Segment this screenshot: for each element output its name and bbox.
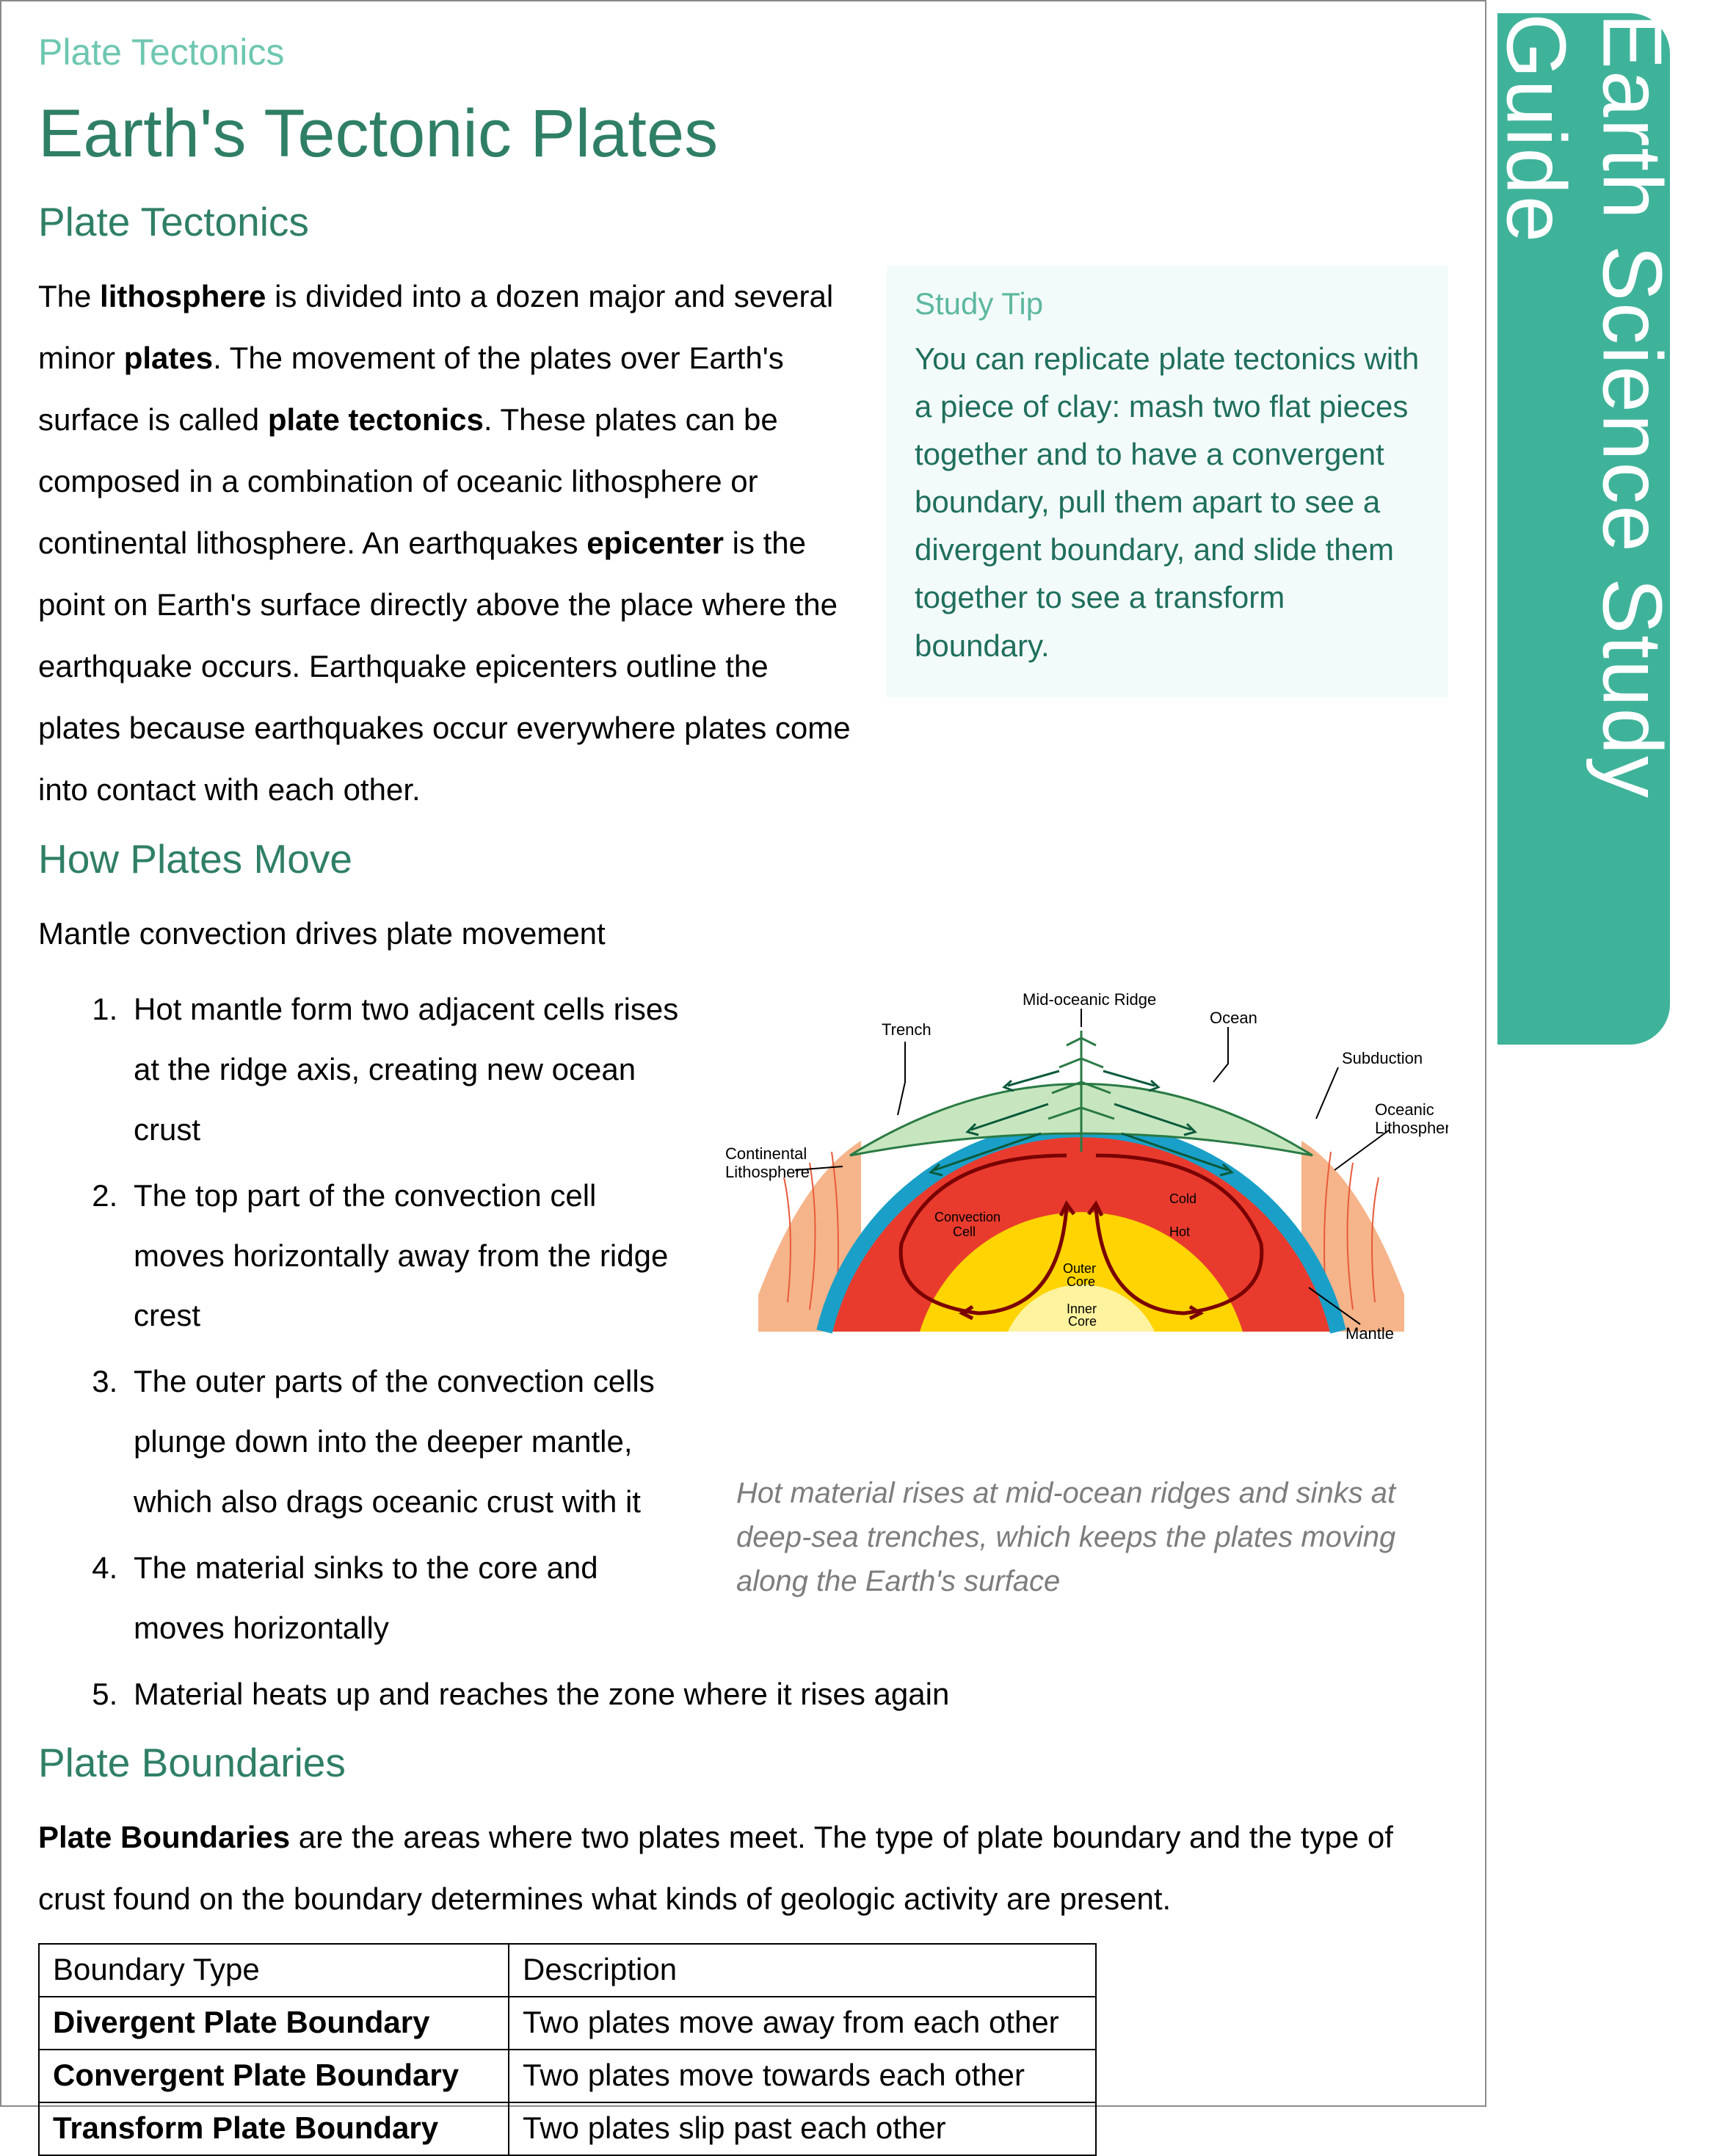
list-item: Material heats up and reaches the zone w… <box>126 1664 1448 1724</box>
table-cell: Convergent Plate Boundary <box>39 2050 509 2102</box>
fig-label-oc2: Core <box>1067 1274 1095 1289</box>
study-tip-box: Study Tip You can replicate plate tecton… <box>887 266 1448 697</box>
page: Plate Tectonics Earth's Tectonic Plates … <box>0 0 1486 2107</box>
study-tip-title: Study Tip <box>915 286 1420 322</box>
list-item: The top part of the convection cell move… <box>126 1166 758 1346</box>
table-row: Convergent Plate Boundary Two plates mov… <box>39 2050 1096 2102</box>
table-header: Description <box>509 1944 1096 1997</box>
fig-label-conv1: Convection <box>934 1210 1001 1224</box>
table-cell: Two plates move away from each other <box>509 1997 1096 2050</box>
fig-label-ridge: Mid-oceanic Ridge <box>1023 990 1156 1009</box>
fig-label-subduction: Subduction <box>1342 1049 1423 1067</box>
section-3-title: Plate Boundaries <box>38 1739 1448 1786</box>
table-row: Divergent Plate Boundary Two plates move… <box>39 1997 1096 2050</box>
fig-label-olitho2: Lithosphere <box>1375 1119 1448 1137</box>
figure-caption: Hot material rises at mid-ocean ridges a… <box>714 1456 1448 1603</box>
table-cell: Transform Plate Boundary <box>39 2102 509 2155</box>
side-tab: Earth Science Study Guide <box>1497 13 1670 1045</box>
side-tab-label: Earth Science Study Guide <box>1488 13 1680 1045</box>
section-2-title: How Plates Move <box>38 835 1448 882</box>
list-item: The material sinks to the core and moves… <box>126 1538 758 1658</box>
table-row: Boundary Type Description <box>39 1944 1096 1997</box>
page-title: Earth's Tectonic Plates <box>38 95 1448 173</box>
section-3-body: Plate Boundaries are the areas where two… <box>38 1807 1448 1930</box>
fig-label-olitho1: Oceanic <box>1375 1100 1434 1119</box>
fig-label-trench: Trench <box>882 1020 932 1039</box>
study-tip-text: You can replicate plate tectonics with a… <box>915 335 1420 669</box>
table-header: Boundary Type <box>39 1944 509 1997</box>
kicker: Plate Tectonics <box>38 31 1448 73</box>
fig-label-mantle: Mantle <box>1346 1324 1394 1343</box>
figure-convection: Trench Mid-oceanic Ridge Ocean Subductio… <box>714 987 1448 1603</box>
list-item: The outer parts of the convection cells … <box>126 1351 758 1532</box>
table-cell: Divergent Plate Boundary <box>39 1997 509 2050</box>
fig-label-ic2: Core <box>1068 1314 1097 1329</box>
section-1-title: Plate Tectonics <box>38 198 1448 245</box>
fig-label-oc1: Outer <box>1063 1261 1096 1276</box>
fig-label-hot: Hot <box>1169 1224 1190 1239</box>
table-cell: Two plates move towards each other <box>509 2050 1096 2102</box>
section-2-intro: Mantle convection drives plate movement <box>38 903 1448 965</box>
diagram-convection: Trench Mid-oceanic Ridge Ocean Subductio… <box>714 987 1448 1456</box>
fig-label-ocean: Ocean <box>1210 1009 1257 1027</box>
fig-label-conv2: Cell <box>953 1224 976 1239</box>
table-row: Transform Plate Boundary Two plates slip… <box>39 2102 1096 2155</box>
fig-label-clitho1: Continental <box>725 1144 807 1163</box>
steps-list: Hot mantle form two adjacent cells rises… <box>126 979 758 1658</box>
list-item: Hot mantle form two adjacent cells rises… <box>126 979 758 1160</box>
fig-label-clitho2: Lithosphere <box>725 1163 810 1181</box>
fig-label-cold: Cold <box>1169 1191 1196 1206</box>
steps-list-cont: Material heats up and reaches the zone w… <box>126 1664 1448 1724</box>
boundaries-table: Boundary Type Description Divergent Plat… <box>38 1943 1097 2156</box>
boundaries-table-wrap: Boundary Type Description Divergent Plat… <box>38 1943 1448 2156</box>
table-cell: Two plates slip past each other <box>509 2102 1096 2155</box>
